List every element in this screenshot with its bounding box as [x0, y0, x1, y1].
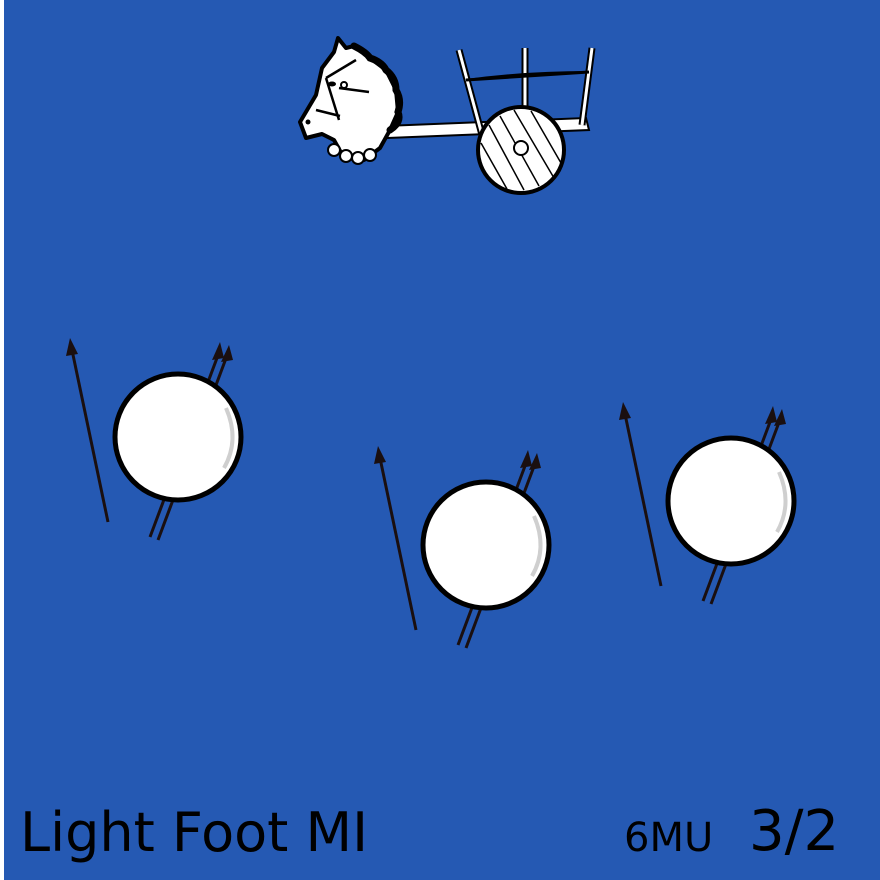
javelinman-icon: [66, 338, 241, 540]
javelinman-icon: [374, 446, 549, 648]
javelinman-icon: [619, 402, 794, 604]
movement-value: 6MU: [624, 815, 714, 861]
unit-card: Light Foot MI 6MU 3/2: [4, 0, 880, 880]
unit-name: Light Foot MI: [20, 801, 368, 864]
combat-factor: 3/2: [749, 799, 840, 864]
horse-chariot-icon: [298, 36, 596, 195]
card-artwork: [4, 36, 880, 880]
